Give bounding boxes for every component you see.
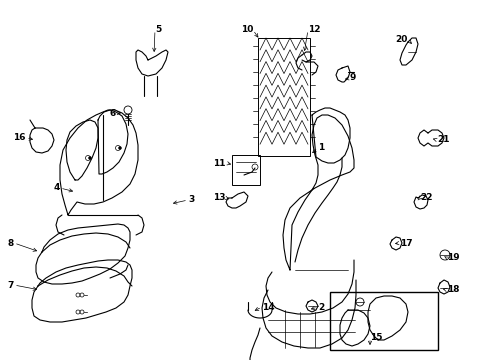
Text: 20: 20	[395, 36, 407, 45]
Text: 10: 10	[240, 26, 252, 35]
Bar	[329, 292, 437, 350]
Text: 16: 16	[14, 134, 26, 143]
Text: 11: 11	[213, 158, 225, 167]
Text: 13: 13	[213, 194, 225, 202]
Text: 21: 21	[436, 135, 448, 144]
Text: 22: 22	[419, 194, 431, 202]
Text: 2: 2	[317, 302, 324, 311]
Text: 3: 3	[187, 195, 194, 204]
Bar	[231, 155, 260, 185]
Bar	[258, 38, 309, 156]
Text: 8: 8	[8, 238, 14, 248]
Text: 9: 9	[349, 73, 356, 82]
Circle shape	[118, 147, 121, 149]
Text: 15: 15	[369, 333, 382, 342]
Text: 4: 4	[54, 184, 60, 193]
Text: 18: 18	[446, 285, 459, 294]
Text: 7: 7	[8, 280, 14, 289]
Text: 5: 5	[155, 26, 161, 35]
Text: 19: 19	[446, 253, 459, 262]
Text: 17: 17	[399, 238, 412, 248]
Text: 12: 12	[307, 26, 320, 35]
Text: 14: 14	[262, 302, 274, 311]
Text: 6: 6	[109, 108, 116, 117]
Circle shape	[88, 157, 91, 159]
Text: 1: 1	[317, 144, 324, 153]
